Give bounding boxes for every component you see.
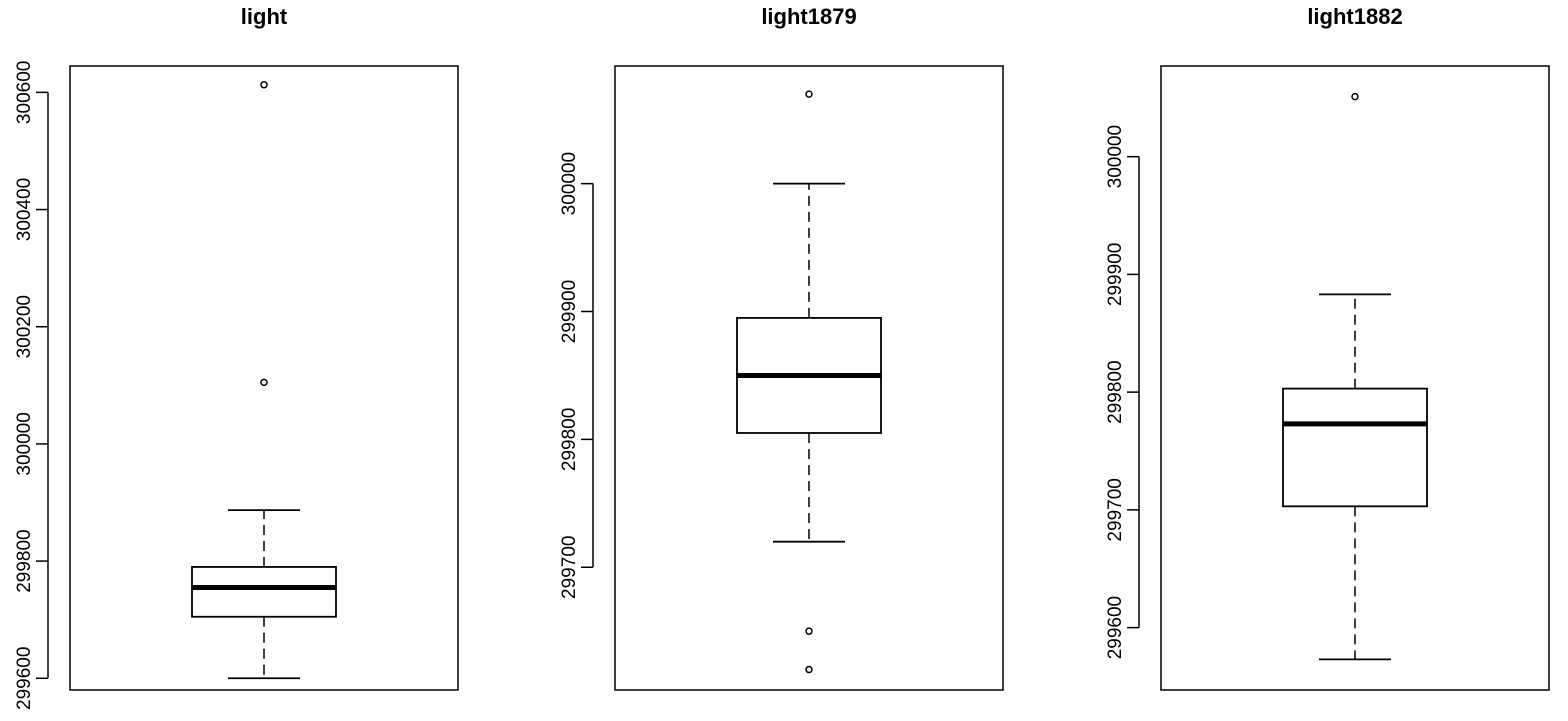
y-tick-label: 300200 xyxy=(14,295,35,358)
y-tick-label: 300000 xyxy=(1105,125,1126,188)
y-tick-label: 299800 xyxy=(559,408,580,471)
y-tick-label: 299600 xyxy=(14,647,35,710)
panel-title: light1879 xyxy=(761,4,856,29)
outlier-point xyxy=(805,627,813,635)
panel-frame xyxy=(69,65,459,691)
y-tick-label: 299900 xyxy=(559,280,580,343)
outlier-point xyxy=(260,378,268,387)
outlier-point xyxy=(260,80,268,89)
panel-title: light1882 xyxy=(1307,4,1402,29)
y-tick-label: 299800 xyxy=(1105,360,1126,423)
y-tick-label: 299700 xyxy=(1105,478,1126,541)
iqr-box xyxy=(1282,387,1428,508)
y-tick-label: 299800 xyxy=(14,529,35,592)
outlier-point xyxy=(805,90,813,98)
y-tick-label: 300600 xyxy=(14,61,35,124)
outlier-point xyxy=(805,665,813,674)
y-tick-label: 300400 xyxy=(14,178,35,241)
panel-frame xyxy=(1160,65,1550,691)
panel-frame xyxy=(614,65,1004,691)
y-tick-label: 299900 xyxy=(1105,243,1126,306)
y-tick-label: 300000 xyxy=(14,412,35,475)
panel-title: light xyxy=(241,4,288,29)
y-tick-label: 299600 xyxy=(1105,596,1126,659)
y-tick-label: 299700 xyxy=(559,536,580,599)
y-tick-label: 300000 xyxy=(559,152,580,215)
iqr-box xyxy=(191,566,337,618)
outlier-point xyxy=(1351,92,1359,101)
